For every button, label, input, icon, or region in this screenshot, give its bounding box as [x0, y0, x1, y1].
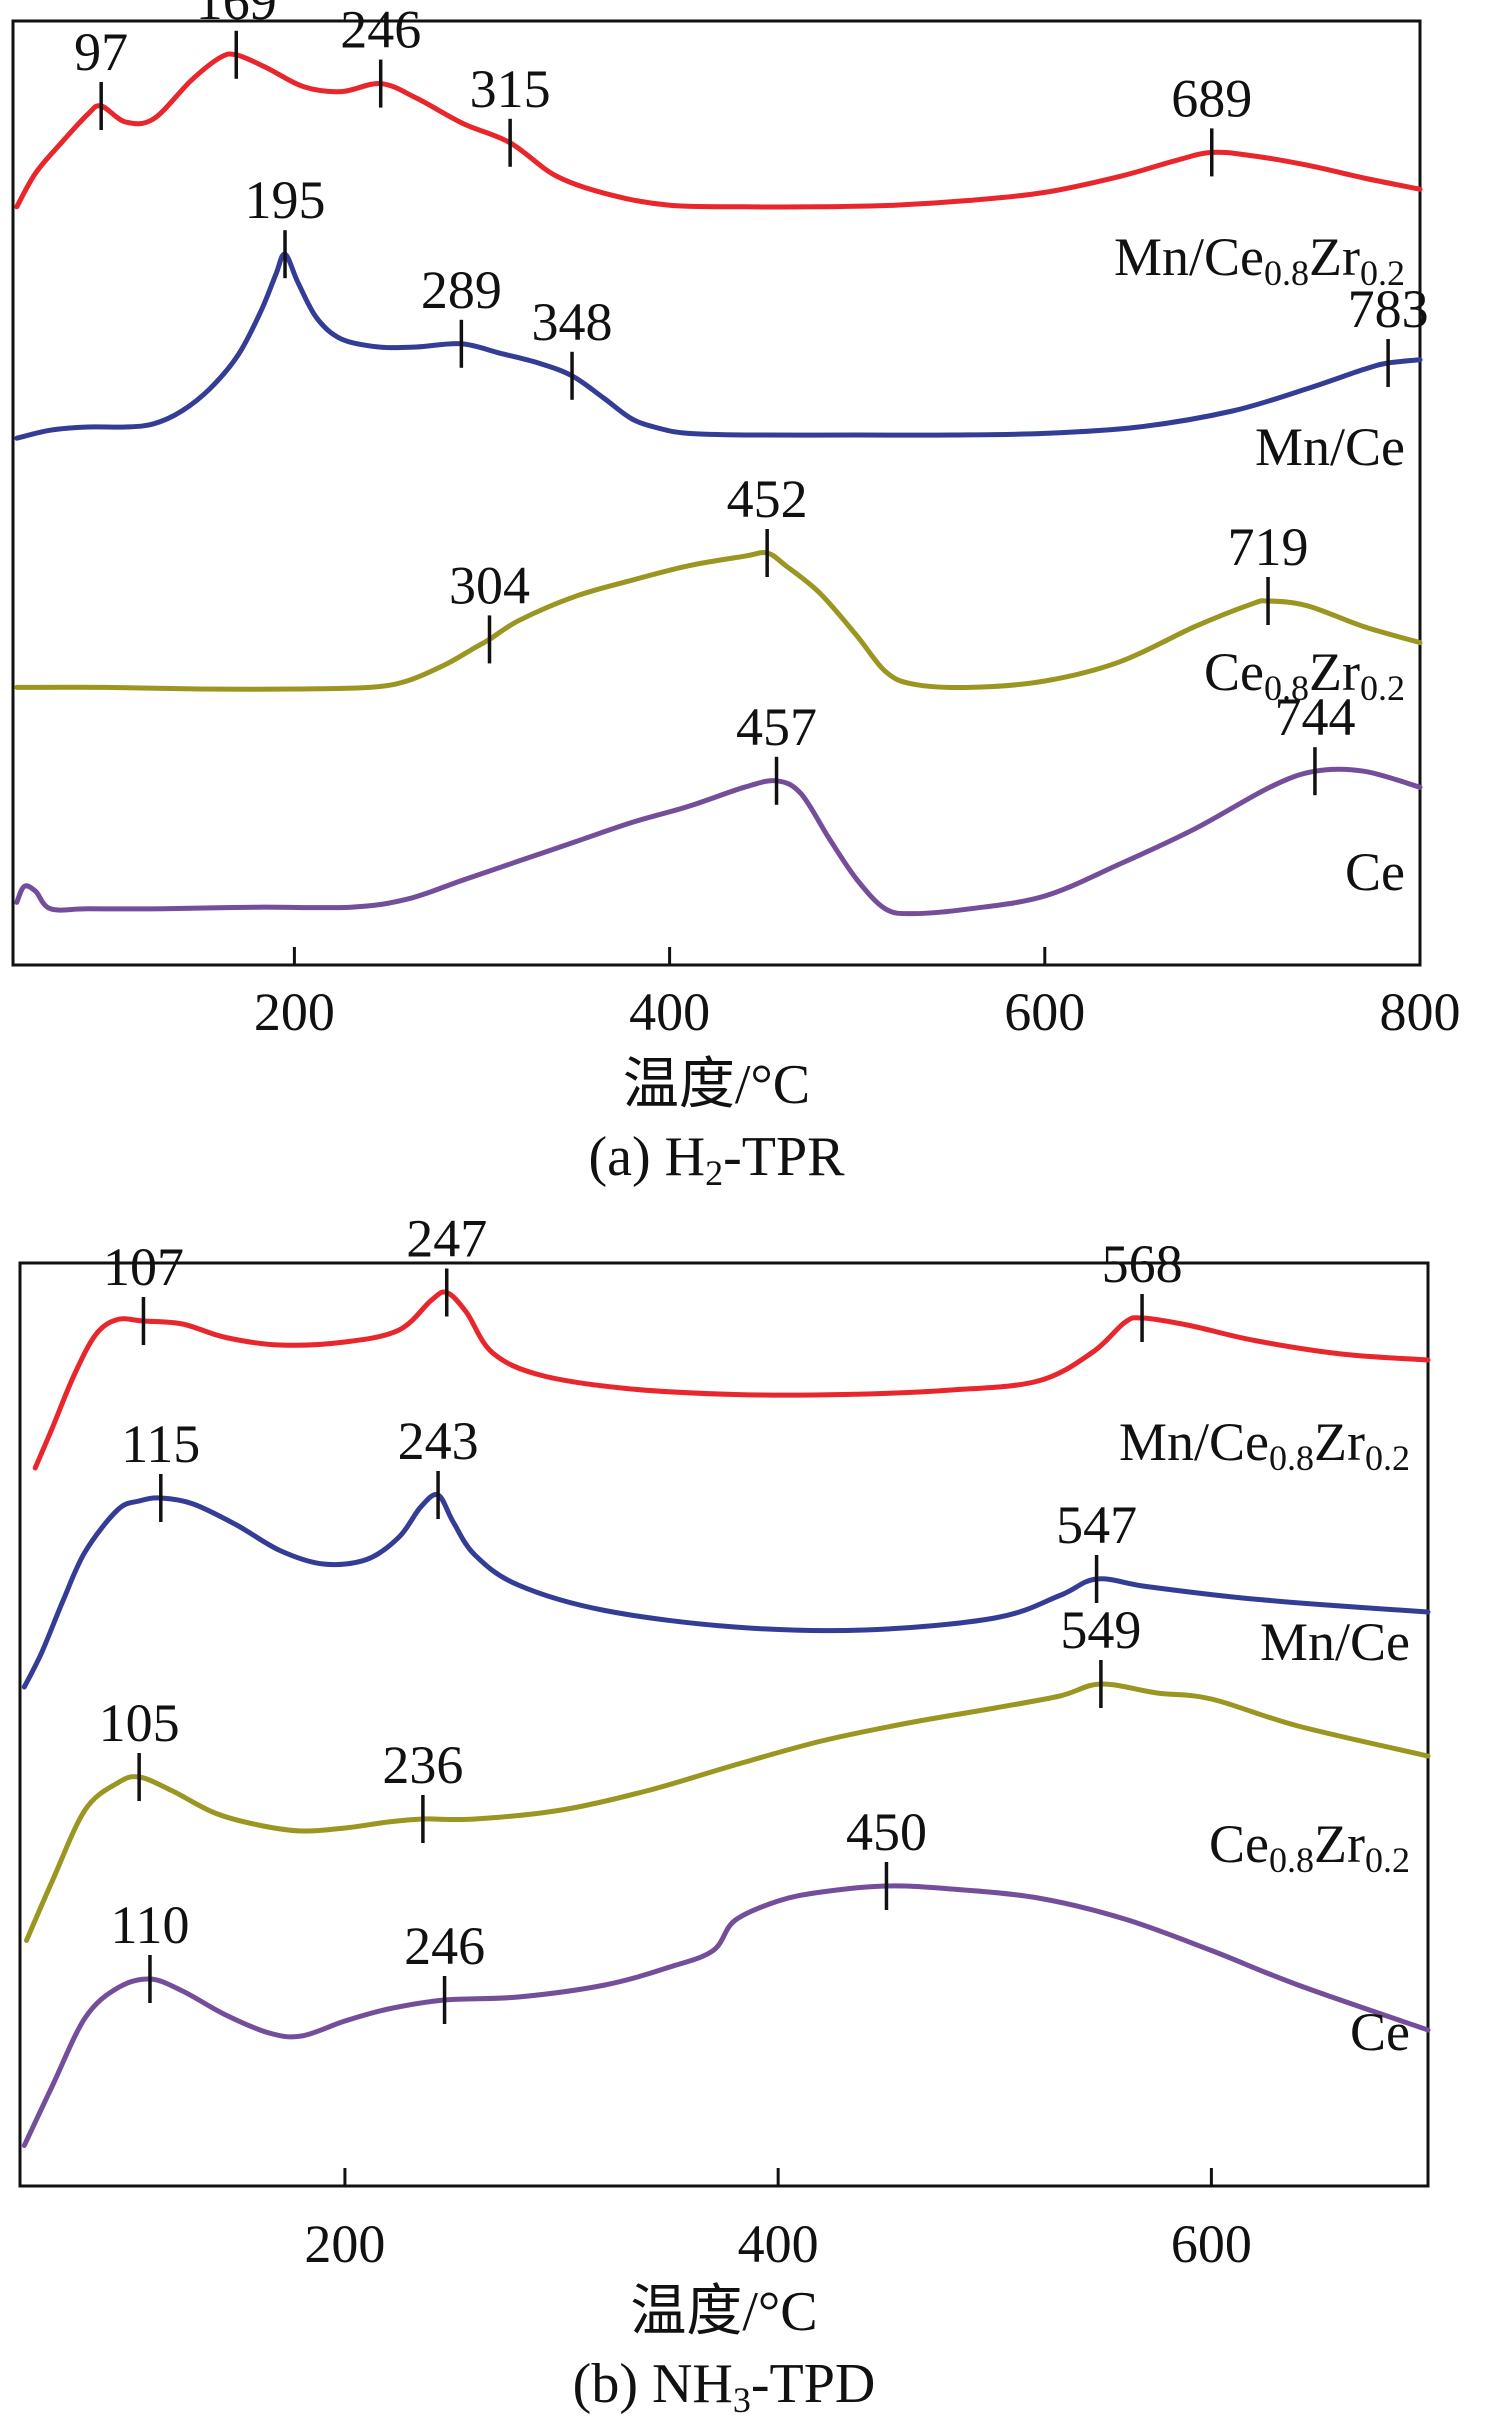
series-label-part: 0.2 [1365, 1840, 1410, 1880]
x-tick-label: 200 [304, 2214, 385, 2274]
x-tick-label: 200 [254, 982, 335, 1042]
peak-label: 107 [103, 1237, 184, 1297]
series-label: Mn/Ce0.8Zr0.2 [1119, 1412, 1410, 1478]
peak-label: 549 [1060, 1600, 1141, 1660]
series-line-3 [14, 766, 1423, 917]
peak-label: 110 [110, 1895, 189, 1955]
series-line-3 [21, 1883, 1431, 2148]
series-line-2 [24, 1681, 1431, 1943]
series-line-1 [21, 1492, 1431, 1690]
x-axis-title: 温度/°C [630, 2281, 817, 2343]
series-label-part: Mn/Ce [1255, 417, 1405, 477]
peak-label: 452 [727, 469, 808, 529]
series-label-part: 0.2 [1360, 668, 1405, 708]
series-label-part: Mn/Ce [1119, 1412, 1269, 1472]
series-label-part: Mn/Ce [1260, 1612, 1410, 1672]
chart-caption-part: 2 [705, 1153, 723, 1193]
peak-label: 195 [245, 170, 326, 230]
peak-label: 115 [121, 1414, 200, 1474]
peak-label: 236 [382, 1735, 463, 1795]
x-tick-label: 800 [1380, 982, 1461, 1042]
peak-label: 304 [449, 555, 530, 615]
series-label: Ce0.8Zr0.2 [1209, 1814, 1410, 1880]
series-label-part: 0.8 [1269, 1438, 1314, 1478]
x-axis-title: 温度/°C [623, 1054, 810, 1116]
peak-label: 450 [846, 1802, 927, 1862]
chart-caption-part: 3 [733, 2380, 751, 2420]
series-label-part: Ce [1345, 842, 1405, 902]
x-tick-label: 600 [1171, 2214, 1252, 2274]
series-label-part: Ce [1350, 2002, 1410, 2062]
peak-label: 689 [1171, 68, 1252, 128]
peak-label: 719 [1228, 517, 1309, 577]
x-tick-label: 400 [629, 982, 710, 1042]
peak-label: 289 [421, 260, 502, 320]
x-tick-label: 600 [1004, 982, 1085, 1042]
series-label-part: Zr [1309, 227, 1360, 287]
series-label: Mn/Ce [1255, 417, 1405, 477]
peak-label: 457 [736, 697, 817, 757]
series-label-part: 0.8 [1264, 668, 1309, 708]
series-label-part: Zr [1314, 1412, 1365, 1472]
series-label-part: 0.2 [1360, 253, 1405, 293]
chart-caption-part: -TPR [723, 1126, 845, 1188]
peak-label: 744 [1274, 687, 1355, 747]
chart-caption-part: (b) NH [573, 2353, 733, 2415]
plot-frame [11, 19, 1422, 967]
series-label-part: 0.2 [1365, 1438, 1410, 1478]
series-label-part: Zr [1309, 642, 1360, 702]
plot-frame [18, 1261, 1430, 2188]
peak-label: 247 [406, 1209, 487, 1269]
peak-label: 105 [99, 1693, 180, 1753]
chart-panel-h2-tpr: 200 400 600 800 温度/°C (a) H2-TPR 97 169 246 315 68… [11, 0, 1461, 1193]
peak-label: 97 [74, 22, 128, 82]
peak-label: 568 [1102, 1234, 1183, 1294]
series-line-0 [32, 1289, 1431, 1471]
series-label-part: Mn/Ce [1114, 227, 1264, 287]
peak-label: 547 [1056, 1495, 1137, 1555]
chart-caption: (b) NH3-TPD [573, 2353, 876, 2420]
peak-label: 783 [1348, 279, 1429, 339]
peak-label: 348 [532, 292, 613, 352]
chart-caption-part: (a) H [589, 1126, 706, 1188]
peak-label: 315 [470, 59, 551, 119]
peak-label: 243 [398, 1411, 479, 1471]
series-label: Ce [1345, 842, 1405, 902]
peak-label: 169 [196, 0, 277, 31]
peak-label: 246 [404, 1916, 485, 1976]
series-label: Mn/Ce [1260, 1612, 1410, 1672]
series-label: Ce0.8Zr0.2 [1204, 642, 1405, 708]
series-label-part: 0.8 [1269, 1840, 1314, 1880]
series-label-part: Ce [1209, 1814, 1269, 1874]
series-line-0 [14, 51, 1423, 210]
series-label: Mn/Ce0.8Zr0.2 [1114, 227, 1405, 293]
x-tick-label: 400 [738, 2214, 819, 2274]
peak-label: 246 [340, 0, 421, 60]
series-label-part: 0.8 [1264, 253, 1309, 293]
series-label-part: Zr [1314, 1814, 1365, 1874]
chart-caption-part: -TPD [751, 2353, 875, 2415]
series-line-1 [14, 251, 1423, 441]
series-label-part: Ce [1204, 642, 1264, 702]
series-label: Ce [1350, 2002, 1410, 2062]
chart-caption: (a) H2-TPR [589, 1126, 846, 1193]
